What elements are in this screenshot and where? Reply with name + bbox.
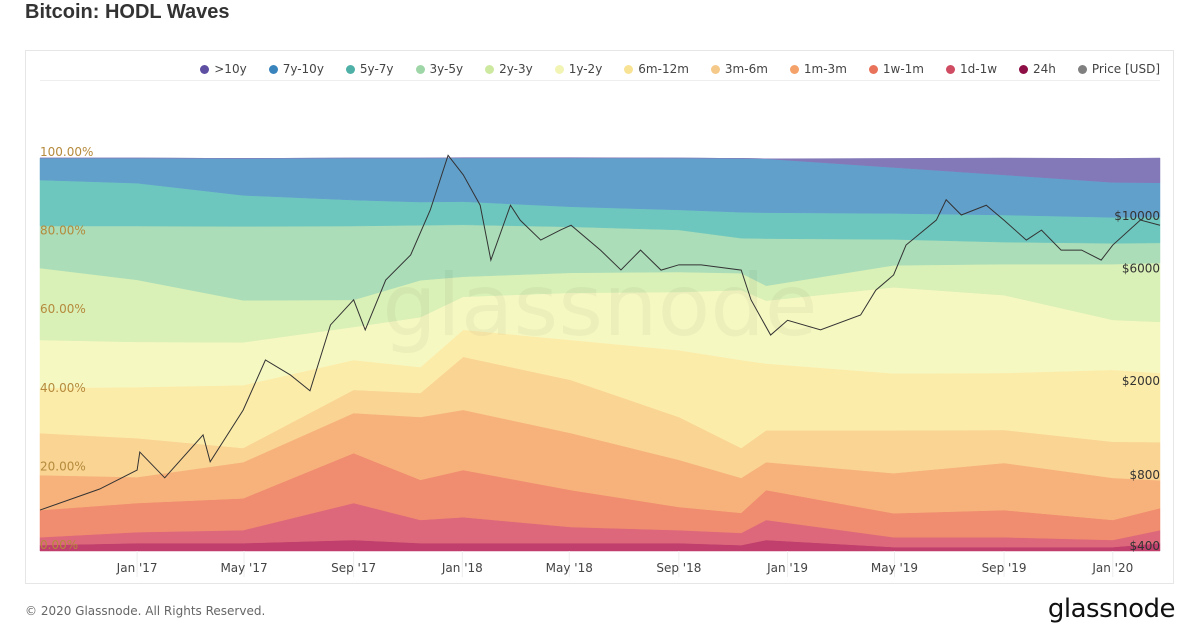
price-line xyxy=(39,154,1161,511)
x-tick-label: Sep '19 xyxy=(982,561,1027,575)
y-left-tick-label: 60.00% xyxy=(40,302,86,316)
legend-label: 3y-5y xyxy=(429,62,464,76)
x-tick-label: Sep '18 xyxy=(656,561,701,575)
legend-label: 5y-7y xyxy=(359,62,394,76)
x-tick-label: Jan '18 xyxy=(441,561,483,575)
legend-label: 1m-3m xyxy=(803,62,847,76)
y-left-tick-label: 100.00% xyxy=(40,145,93,159)
legend-item[interactable]: 1y-2y xyxy=(554,62,603,76)
y-right-tick-label: $6000 xyxy=(1122,261,1160,275)
legend-item[interactable]: 3m-6m xyxy=(710,62,768,76)
legend-dot-icon xyxy=(1019,64,1029,74)
legend-item[interactable]: 2y-3y xyxy=(485,62,533,76)
copyright-footer: © 2020 Glassnode. All Rights Reserved. xyxy=(25,604,266,618)
legend-label: 3m-6m xyxy=(724,62,768,76)
x-tick-label: May '19 xyxy=(871,561,918,575)
y-right-tick-label: $10000 xyxy=(1114,209,1160,223)
legend-item[interactable]: 5y-7y xyxy=(345,62,394,76)
legend-dot-icon xyxy=(415,64,425,74)
legend-label: 2y-3y xyxy=(499,62,533,76)
y-right-tick-label: $800 xyxy=(1129,468,1160,482)
x-tick-label: May '18 xyxy=(546,561,593,575)
page-title: Bitcoin: HODL Waves xyxy=(25,1,230,23)
legend-item[interactable]: 1m-3m xyxy=(789,62,847,76)
legend-dot-icon xyxy=(868,64,878,74)
chart-frame xyxy=(25,50,1174,584)
legend-item[interactable]: >10y xyxy=(200,62,247,76)
legend-dot-icon xyxy=(710,64,720,74)
legend-item[interactable]: Price [USD] xyxy=(1077,62,1160,76)
x-tick-label: Jan '20 xyxy=(1091,561,1133,575)
legend-dot-icon xyxy=(946,64,955,74)
legend-label: 7y-10y xyxy=(282,62,324,76)
legend-item[interactable]: 1w-1m xyxy=(868,62,924,76)
glassnode-logo[interactable]: glassnode xyxy=(1047,594,1176,624)
area--10y xyxy=(40,157,1161,184)
legend-label: 24h xyxy=(1033,62,1056,76)
legend-item[interactable]: 24h xyxy=(1019,62,1056,76)
legend-label: 1d-1w xyxy=(960,62,998,76)
legend-item[interactable]: 3y-5y xyxy=(415,62,464,76)
legend-dot-icon xyxy=(624,64,634,74)
x-tick-label: Jan '17 xyxy=(116,561,158,575)
y-left-tick-label: 80.00% xyxy=(40,224,86,238)
y-left-tick-label: 0.00% xyxy=(40,538,78,552)
legend-dot-icon xyxy=(345,64,355,74)
legend-dot-icon xyxy=(1077,64,1087,74)
legend-label: 1y-2y xyxy=(568,62,603,76)
legend-item[interactable]: 7y-10y xyxy=(268,62,324,76)
watermark: glassnode xyxy=(382,256,817,356)
y-right-tick-label: $400 xyxy=(1129,539,1160,553)
x-tick-label: May '17 xyxy=(220,561,267,575)
legend-item[interactable]: 6m-12m xyxy=(624,62,689,76)
legend-dot-icon xyxy=(268,64,278,74)
legend-label: 1w-1m xyxy=(882,62,924,76)
chart-legend: >10y 7y-10y 5y-7y 3y-5y 2y-3y 1y-2y 6m-12m 3m-6… xyxy=(40,58,1160,81)
y-left-tick-label: 20.00% xyxy=(40,459,86,473)
legend-label: Price [USD] xyxy=(1091,62,1160,76)
x-tick-label: Jan '19 xyxy=(766,561,808,575)
legend-label: 6m-12m xyxy=(638,62,689,76)
legend-dot-icon xyxy=(554,64,564,74)
legend-dot-icon xyxy=(789,64,799,74)
legend-dot-icon xyxy=(485,64,495,74)
legend-label: >10y xyxy=(214,62,247,76)
y-left-tick-label: 40.00% xyxy=(40,381,86,395)
legend-dot-icon xyxy=(200,64,210,74)
x-tick-label: Sep '17 xyxy=(331,561,376,575)
y-right-tick-label: $2000 xyxy=(1122,374,1160,388)
legend-item[interactable]: 1d-1w xyxy=(946,62,997,76)
